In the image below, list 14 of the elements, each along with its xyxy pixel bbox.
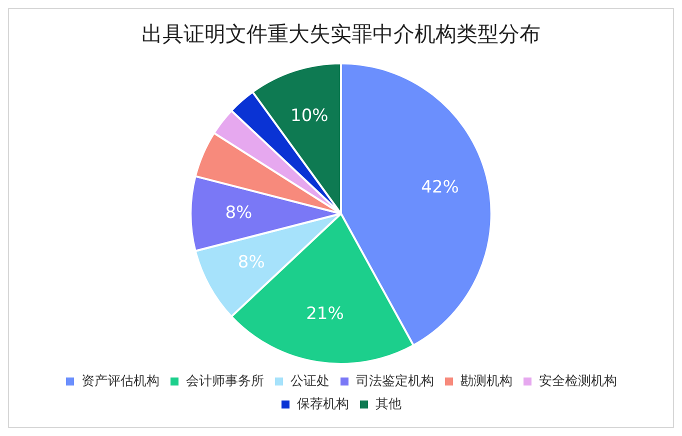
legend-label: 司法鉴定机构 — [356, 374, 434, 389]
data-label: 10% — [290, 106, 328, 126]
legend-label: 资产评估机构 — [82, 374, 160, 389]
data-label: 42% — [421, 178, 459, 198]
legend-label: 勘测机构 — [460, 374, 512, 389]
data-label: 8% — [238, 252, 265, 272]
legend-label: 会计师事务所 — [186, 374, 264, 389]
data-label: 21% — [306, 304, 344, 324]
chart-title: 出具证明文件重大失实罪中介机构类型分布 — [142, 22, 540, 46]
legend-label: 其他 — [376, 396, 402, 412]
legend-label: 保荐机构 — [297, 396, 349, 412]
legend-label: 安全检测机构 — [539, 372, 617, 389]
legend-label: 公证处 — [290, 374, 330, 389]
data-label: 8% — [225, 203, 252, 224]
